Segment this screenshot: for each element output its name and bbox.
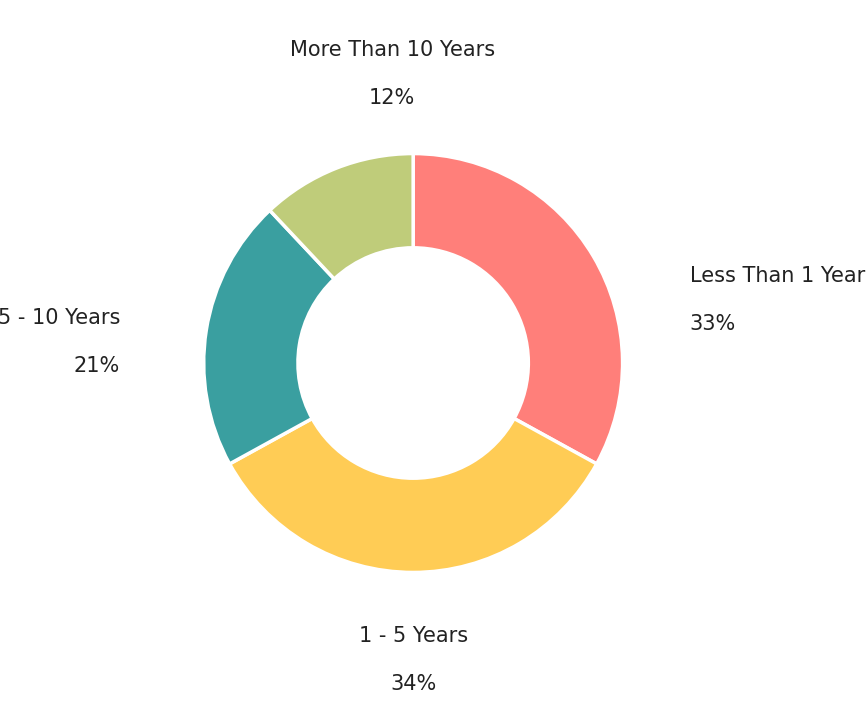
Text: 21%: 21% <box>74 356 120 376</box>
Wedge shape <box>270 154 413 279</box>
Text: Less Than 1 Year: Less Than 1 Year <box>689 266 865 286</box>
Text: 1 - 5 Years: 1 - 5 Years <box>359 627 468 646</box>
Text: More Than 10 Years: More Than 10 Years <box>289 40 494 60</box>
Text: 34%: 34% <box>390 674 436 695</box>
Text: 5 - 10 Years: 5 - 10 Years <box>0 308 120 328</box>
Text: 12%: 12% <box>369 88 416 108</box>
Wedge shape <box>413 154 623 464</box>
Wedge shape <box>204 211 334 464</box>
Text: 33%: 33% <box>689 314 736 334</box>
Wedge shape <box>229 418 597 572</box>
